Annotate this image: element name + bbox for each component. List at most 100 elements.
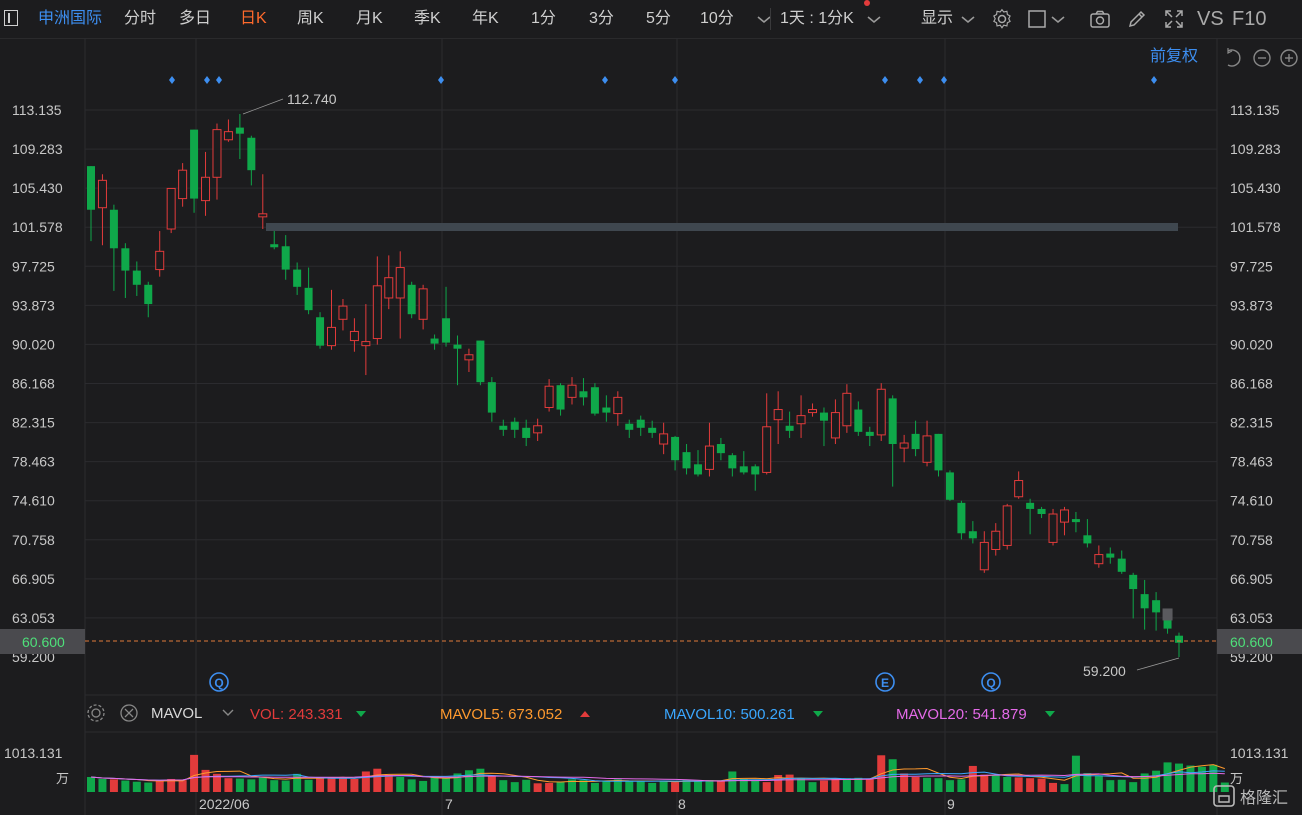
volume-bar (1037, 778, 1046, 792)
candle (1059, 506, 1069, 536)
candle (693, 450, 702, 477)
candle (716, 437, 725, 461)
tab-weekly-k[interactable]: 周K (297, 10, 324, 27)
tab-intraday[interactable]: 分时 (124, 10, 157, 27)
tab-1min[interactable]: 1分 (531, 10, 556, 27)
volume-bar (235, 778, 244, 792)
chevron-down-icon[interactable] (1046, 7, 1070, 31)
candle (223, 119, 233, 142)
candle (796, 395, 806, 438)
price-tick-right: 78.463 (1230, 454, 1273, 470)
adjust-mode-button[interactable]: 前复权 (1150, 47, 1198, 65)
kline-chart[interactable]: 113.135 113.135 109.283 109.283 105.430 105.4… (0, 38, 1302, 815)
high-price-label: 112.740 (287, 91, 337, 107)
q-event-icon[interactable]: Q (209, 672, 229, 692)
e-event-icon[interactable]: E (875, 672, 895, 692)
candle (911, 420, 920, 457)
candle (338, 298, 348, 331)
candle-body (659, 433, 669, 445)
mavol20-line (90, 772, 1225, 782)
volume-bar (533, 783, 542, 792)
candle (671, 435, 680, 471)
price-tick-right: 101.578 (1230, 219, 1281, 235)
volume-bar (923, 777, 932, 792)
candle (934, 433, 943, 477)
candle (212, 123, 222, 200)
chevron-down-icon[interactable] (752, 7, 776, 31)
candle-body (671, 436, 680, 461)
event-diamond (672, 76, 678, 84)
zoom-in-icon[interactable] (1280, 49, 1298, 67)
candle (602, 395, 611, 422)
gear-icon[interactable] (990, 7, 1014, 31)
period-select[interactable]: 1天 : 1分K (780, 10, 854, 27)
volume-bar (751, 780, 760, 792)
candle-body (316, 317, 325, 346)
candle (1094, 545, 1104, 568)
volume-bar (579, 780, 588, 792)
vs-compare-button[interactable]: VS (1197, 8, 1224, 30)
mavol10-value: 500.261 (740, 706, 794, 723)
volume-bar (304, 779, 313, 792)
fullscreen-icon[interactable] (1162, 7, 1186, 31)
volume-bar (178, 780, 187, 792)
candle (1117, 550, 1126, 574)
volume-bar (797, 778, 806, 792)
volume-bar (854, 777, 863, 792)
candle-body (854, 409, 863, 432)
chevron-down-icon[interactable] (222, 709, 234, 716)
layout-square-icon[interactable] (1026, 7, 1050, 31)
tab-quarterly-k[interactable]: 季K (414, 10, 441, 27)
indicator-close-icon[interactable] (120, 704, 138, 722)
volume-bar (762, 782, 771, 792)
current-price-tag-right (1217, 629, 1302, 654)
candle (522, 419, 531, 447)
candle-body (1106, 553, 1115, 558)
volume-bar (350, 778, 359, 792)
display-menu[interactable]: 显示 (921, 10, 954, 27)
q-event-icon[interactable]: Q (981, 672, 1001, 692)
price-tick-right: 66.905 (1230, 571, 1273, 587)
candle (865, 426, 874, 447)
candle (349, 318, 359, 352)
sidebar-toggle-icon[interactable] (4, 10, 18, 26)
candle-body (121, 248, 130, 271)
f10-button[interactable]: F10 (1232, 8, 1267, 30)
volume-bar (613, 779, 622, 792)
chevron-down-icon[interactable] (862, 7, 886, 31)
candle (544, 379, 554, 412)
tab-5min[interactable]: 5分 (646, 10, 671, 27)
volume-bar (442, 778, 451, 792)
chevron-down-icon[interactable] (956, 7, 980, 31)
indicator-settings-icon[interactable] (87, 704, 105, 722)
zoom-out-icon[interactable] (1253, 49, 1271, 67)
volume-bar (361, 771, 370, 792)
pencil-icon[interactable] (1125, 7, 1149, 31)
candle-body (223, 131, 233, 141)
volume-bar (453, 773, 462, 792)
candle (957, 500, 966, 540)
tab-yearly-k[interactable]: 年K (472, 10, 499, 27)
indicator-name[interactable]: MAVOL (151, 705, 202, 722)
price-tick-left: 66.905 (12, 571, 55, 587)
candle-body (384, 277, 394, 299)
candle (876, 383, 886, 441)
stock-name[interactable]: 申洲国际 (38, 10, 103, 27)
tab-10min[interactable]: 10分 (700, 10, 734, 27)
candle-body (819, 412, 828, 421)
candle-body (888, 398, 897, 445)
candle (922, 420, 932, 467)
tab-multi-day[interactable]: 多日 (179, 10, 212, 27)
volume-bar (1175, 763, 1183, 792)
tab-daily-k[interactable]: 日K (240, 10, 267, 27)
volume-bar (590, 782, 599, 792)
horizontal-line-drawing[interactable] (266, 223, 1178, 231)
tab-monthly-k[interactable]: 月K (356, 10, 383, 27)
camera-icon[interactable] (1088, 7, 1112, 31)
reset-icon[interactable] (1227, 48, 1241, 67)
tab-3min[interactable]: 3分 (589, 10, 614, 27)
volume-bar (510, 782, 519, 792)
candle (97, 174, 107, 246)
candle-body (1048, 513, 1058, 543)
volume-bar (224, 778, 233, 792)
